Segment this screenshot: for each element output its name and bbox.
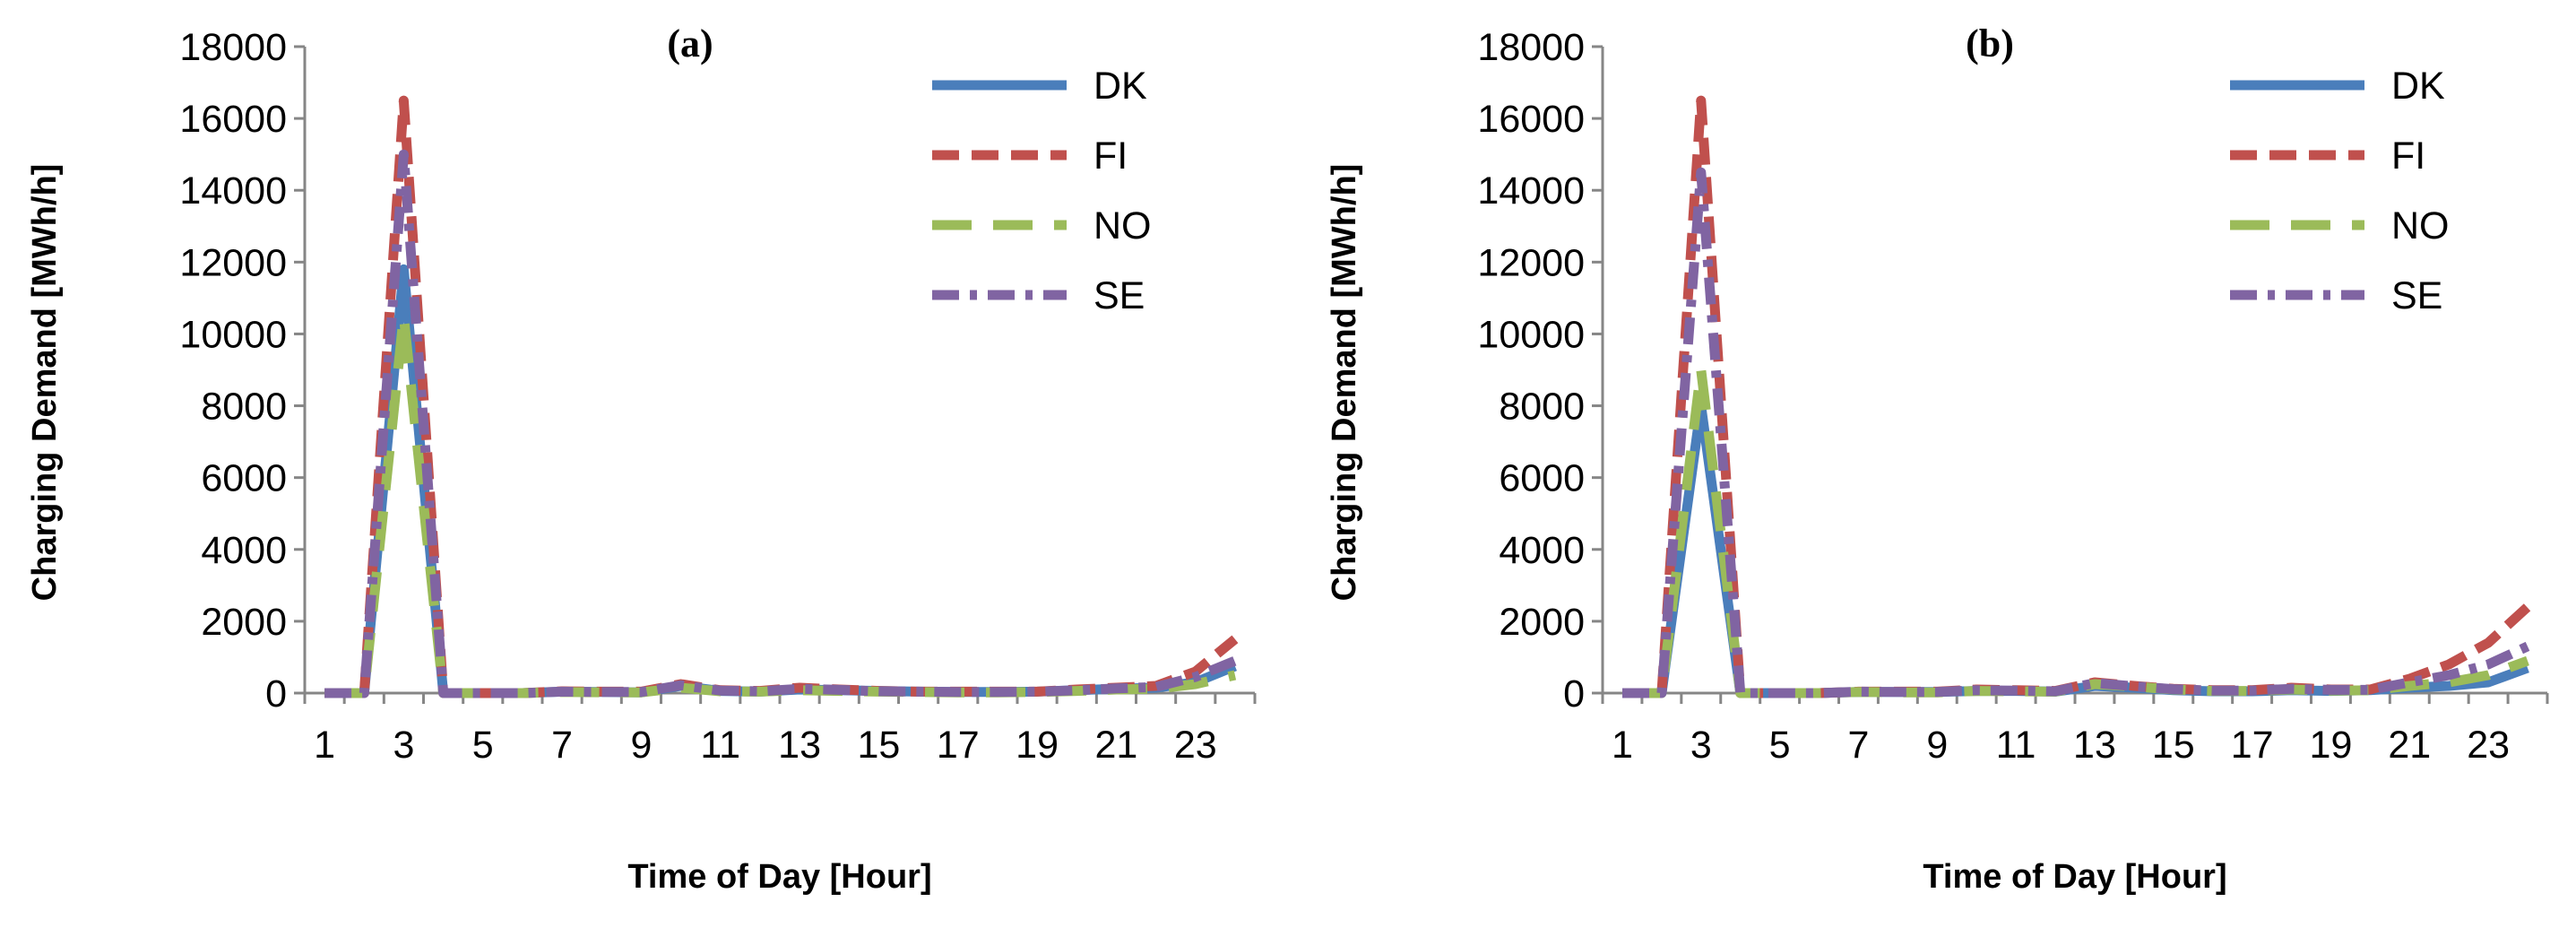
y-tick-label: 8000 [201,386,287,429]
y-tick-label: 2000 [1499,601,1585,644]
x-tick-label: 1 [1612,724,1633,767]
x-tick-label: 9 [630,724,652,767]
x-tick-label: 15 [857,724,900,767]
legend-label-no: NO [1094,204,1152,247]
y-tick-label: 6000 [1499,457,1585,500]
y-tick-label: 14000 [179,169,287,212]
x-tick-label: 19 [1016,724,1059,767]
y-tick-label: 10000 [1477,313,1585,356]
legend-label-fi: FI [1094,134,1128,178]
y-axis-title: Charging Demand [MWh/h] [1326,164,1363,602]
series-line-no [324,310,1237,698]
chart-title: (b) [1966,22,2014,65]
x-tick-label: 13 [778,724,821,767]
series-line-dk [1622,401,2529,698]
x-tick-label: 13 [2073,724,2116,767]
x-tick-label: 7 [551,724,573,767]
chart-panel-a: 0 2000 4000 6000 8000 10000 12000 14000 16000 180… [26,22,1257,896]
x-tick-label: 3 [393,724,414,767]
x-tick-label: 23 [1174,724,1217,767]
x-tick-label: 15 [2152,724,2195,767]
x-tick-label: 19 [2310,724,2353,767]
y-tick-label: 4000 [1499,529,1585,572]
y-tick-label: 14000 [1477,169,1585,212]
legend-label-se: SE [2391,274,2442,317]
y-tick-label: 4000 [201,529,287,572]
legend-label-dk: DK [1094,65,1147,108]
y-tick-label: 12000 [179,241,287,284]
x-tick-label: 3 [1690,724,1712,767]
y-tick-label: 8000 [1499,386,1585,429]
y-tick-label: 12000 [1477,241,1585,284]
x-tick-label: 5 [1769,724,1791,767]
x-tick-label: 5 [472,724,494,767]
x-axis-title: Time of Day [Hour] [627,858,931,896]
series-line-se [324,149,1237,698]
y-tick-label: 0 [265,672,287,716]
x-tick-label: 21 [2388,724,2431,767]
x-axis-title: Time of Day [Hour] [1923,858,2226,896]
chart-title: (a) [667,22,713,65]
chart-panel-b: 0 2000 4000 6000 8000 10000 12000 14000 16000 180… [1326,22,2549,896]
y-tick-label: 10000 [179,313,287,356]
series-line-fi [324,95,1239,698]
x-tick-label: 9 [1926,724,1948,767]
y-tick-label: 16000 [1477,98,1585,141]
x-tick-label: 11 [700,724,740,767]
y-tick-label: 18000 [179,26,287,69]
y-tick-label: 2000 [201,601,287,644]
legend-label-dk: DK [2391,65,2445,108]
series-line-dk [324,264,1237,698]
legend-label-no: NO [2391,204,2450,247]
x-tick-label: 17 [2231,724,2274,767]
series-line-se [1622,167,2530,698]
legend-label-se: SE [1094,274,1145,317]
y-tick-label: 0 [1563,672,1585,716]
x-tick-label: 11 [1996,724,2036,767]
y-tick-label: 6000 [201,457,287,500]
x-tick-label: 17 [937,724,980,767]
x-tick-label: 21 [1094,724,1137,767]
series-line-no [1622,365,2529,698]
x-tick-label: 7 [1847,724,1869,767]
legend-label-fi: FI [2391,134,2425,178]
y-axis-title: Charging Demand [MWh/h] [26,164,64,602]
series-line-fi [1622,95,2531,698]
x-tick-label: 23 [2467,724,2510,767]
y-tick-label: 18000 [1477,26,1585,69]
y-tick-label: 16000 [179,98,287,141]
x-tick-label: 1 [314,724,335,767]
